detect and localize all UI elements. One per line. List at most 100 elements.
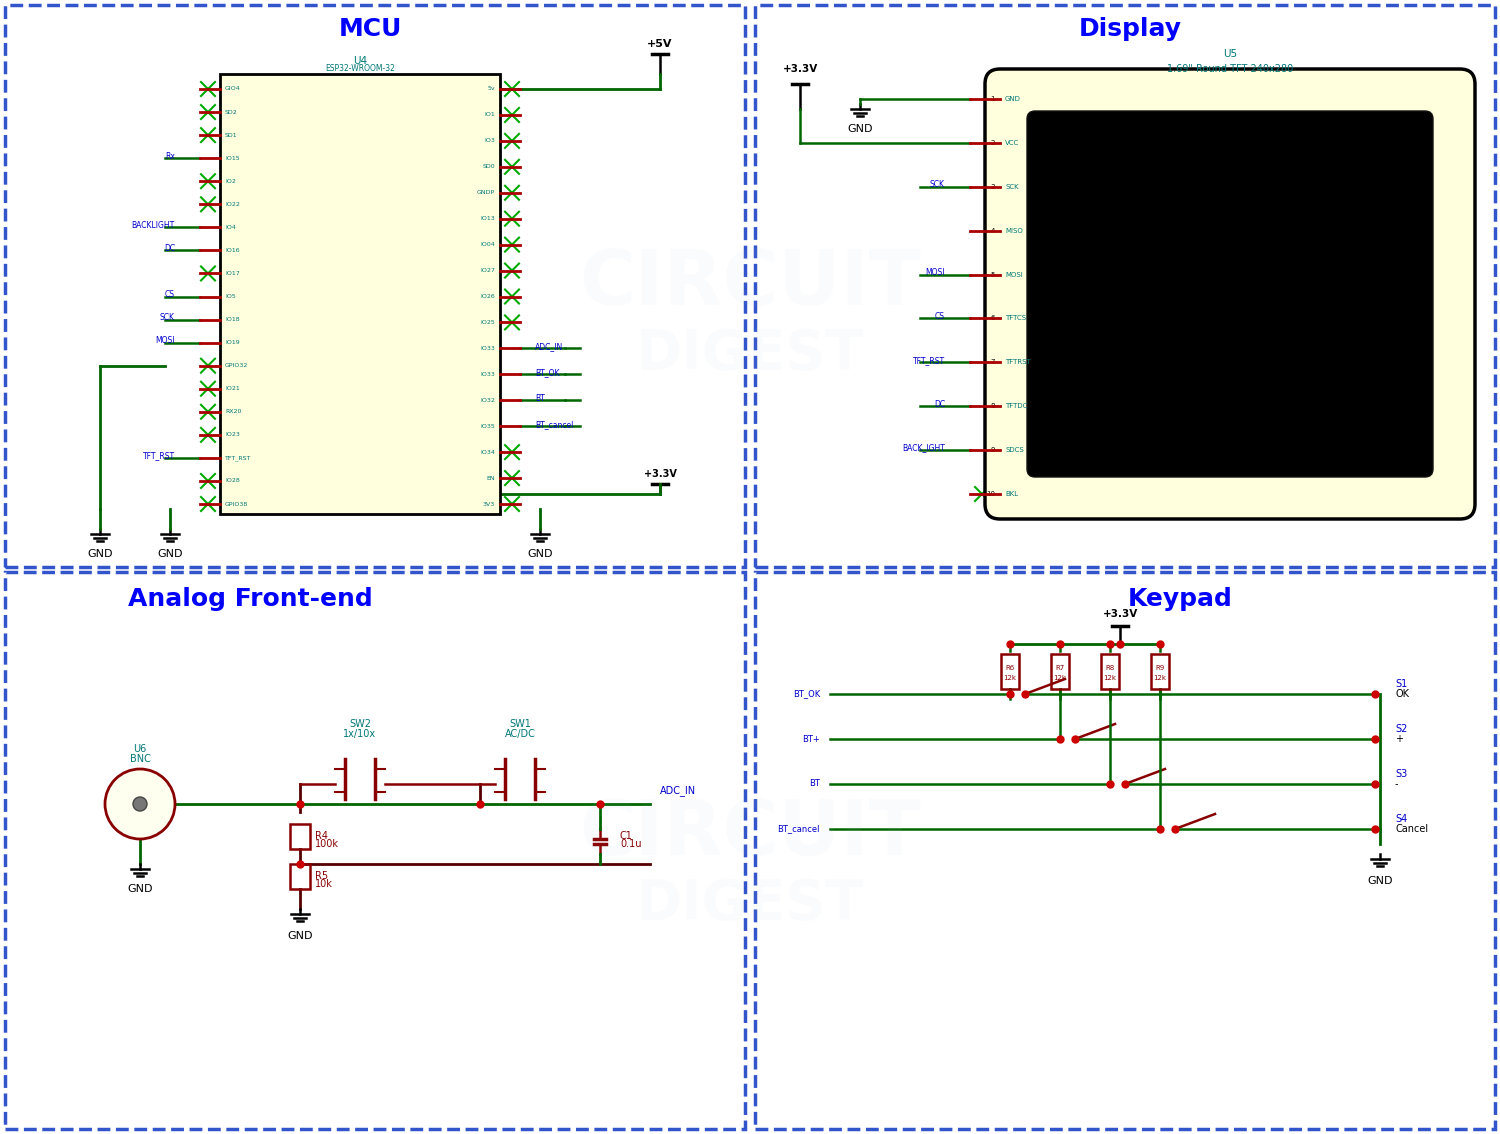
Text: IO23: IO23 bbox=[225, 432, 240, 438]
Text: GND: GND bbox=[158, 549, 183, 559]
Text: R6: R6 bbox=[1005, 666, 1014, 671]
Text: EN: EN bbox=[486, 475, 495, 481]
Text: IO34: IO34 bbox=[480, 449, 495, 455]
Text: RX20: RX20 bbox=[225, 409, 242, 414]
FancyBboxPatch shape bbox=[986, 69, 1474, 519]
Text: IO32: IO32 bbox=[480, 398, 495, 403]
Circle shape bbox=[134, 797, 147, 811]
Text: BT+: BT+ bbox=[802, 735, 820, 744]
Text: VCC: VCC bbox=[1005, 139, 1020, 146]
Text: MOSI: MOSI bbox=[926, 268, 945, 277]
Text: +3.3V: +3.3V bbox=[644, 469, 676, 479]
Text: 9: 9 bbox=[990, 447, 994, 454]
Text: R8: R8 bbox=[1106, 666, 1114, 671]
Text: 3V3: 3V3 bbox=[483, 501, 495, 507]
Text: IO28: IO28 bbox=[225, 479, 240, 483]
Text: ADC_IN: ADC_IN bbox=[536, 341, 564, 350]
Text: IO22: IO22 bbox=[225, 202, 240, 206]
Text: 8: 8 bbox=[990, 404, 994, 409]
Text: GND: GND bbox=[1005, 96, 1022, 102]
Text: MOSI: MOSI bbox=[156, 336, 176, 345]
Text: SW2: SW2 bbox=[350, 719, 370, 729]
Text: IO26: IO26 bbox=[480, 294, 495, 299]
Text: SW1: SW1 bbox=[509, 719, 531, 729]
Text: BT: BT bbox=[808, 779, 820, 788]
Text: MOSI: MOSI bbox=[1005, 271, 1023, 278]
Text: 1: 1 bbox=[990, 96, 994, 102]
Circle shape bbox=[105, 769, 176, 839]
Text: Cancel: Cancel bbox=[1395, 824, 1428, 833]
Text: Analog Front-end: Analog Front-end bbox=[128, 587, 372, 611]
Text: DIGEST: DIGEST bbox=[636, 877, 864, 931]
Text: 4: 4 bbox=[990, 228, 994, 234]
Text: BNC: BNC bbox=[129, 754, 150, 764]
Bar bbox=[290, 824, 310, 849]
Text: TFTCS: TFTCS bbox=[1005, 315, 1026, 321]
Text: SD1: SD1 bbox=[225, 133, 237, 137]
Text: U4: U4 bbox=[352, 56, 368, 66]
Text: MISO: MISO bbox=[1005, 228, 1023, 234]
Text: GNDP: GNDP bbox=[477, 191, 495, 195]
Text: IO3: IO3 bbox=[484, 138, 495, 143]
Text: CS: CS bbox=[165, 290, 176, 299]
Text: -: - bbox=[1395, 779, 1398, 789]
Text: GND: GND bbox=[87, 549, 112, 559]
Text: GND: GND bbox=[847, 124, 873, 134]
Text: 5v: 5v bbox=[488, 86, 495, 92]
Text: BT_cancel: BT_cancel bbox=[777, 824, 820, 833]
Text: U6: U6 bbox=[134, 744, 147, 754]
Text: 12k: 12k bbox=[1154, 675, 1167, 680]
Text: TFT_RST: TFT_RST bbox=[914, 356, 945, 365]
Text: DC: DC bbox=[164, 244, 176, 253]
Text: 1.69" Round TFT 240x280: 1.69" Round TFT 240x280 bbox=[1167, 64, 1293, 74]
Text: IO16: IO16 bbox=[225, 248, 240, 253]
Text: IO33: IO33 bbox=[480, 372, 495, 376]
Text: SCK: SCK bbox=[160, 313, 176, 322]
Text: BT_OK: BT_OK bbox=[792, 689, 820, 699]
Text: 100k: 100k bbox=[315, 839, 339, 849]
Text: TFT_RST: TFT_RST bbox=[225, 455, 252, 460]
Text: U5: U5 bbox=[1222, 49, 1238, 59]
Text: +3.3V: +3.3V bbox=[1102, 609, 1137, 619]
Text: +5V: +5V bbox=[648, 39, 672, 49]
Text: GND: GND bbox=[288, 931, 312, 941]
Text: R5: R5 bbox=[315, 871, 328, 881]
Text: GPIO32: GPIO32 bbox=[225, 363, 249, 369]
Bar bbox=[1000, 654, 1018, 689]
Text: IO19: IO19 bbox=[225, 340, 240, 345]
Text: GPIO38: GPIO38 bbox=[225, 501, 249, 507]
Text: Display: Display bbox=[1078, 17, 1182, 41]
Text: CIRCUIT: CIRCUIT bbox=[579, 797, 921, 871]
Bar bbox=[290, 864, 310, 889]
Text: IO04: IO04 bbox=[480, 243, 495, 247]
Text: AC/DC: AC/DC bbox=[504, 729, 536, 739]
Text: R4: R4 bbox=[315, 831, 328, 841]
Text: 10: 10 bbox=[986, 491, 994, 497]
FancyBboxPatch shape bbox=[1028, 111, 1432, 477]
Text: S4: S4 bbox=[1395, 814, 1407, 824]
Text: BT_OK: BT_OK bbox=[536, 367, 560, 376]
Text: SCK: SCK bbox=[1005, 184, 1019, 189]
Text: IO15: IO15 bbox=[225, 155, 240, 161]
Text: R7: R7 bbox=[1056, 666, 1065, 671]
Text: Keypad: Keypad bbox=[1128, 587, 1233, 611]
Bar bbox=[1052, 654, 1070, 689]
Text: 2: 2 bbox=[990, 139, 994, 146]
Text: ESP32-WROOM-32: ESP32-WROOM-32 bbox=[326, 64, 394, 73]
Text: DC: DC bbox=[934, 399, 945, 408]
Text: BKL: BKL bbox=[1005, 491, 1019, 497]
Text: SDCS: SDCS bbox=[1005, 447, 1023, 454]
Text: IO13: IO13 bbox=[480, 217, 495, 221]
Text: 12k: 12k bbox=[1053, 675, 1066, 680]
Bar bbox=[220, 74, 500, 514]
Text: GND: GND bbox=[128, 885, 153, 894]
Bar bbox=[1101, 654, 1119, 689]
Text: R9: R9 bbox=[1155, 666, 1164, 671]
Text: GND: GND bbox=[1368, 875, 1392, 886]
Text: MCU: MCU bbox=[339, 17, 402, 41]
Text: ADC_IN: ADC_IN bbox=[660, 785, 696, 796]
Text: IO18: IO18 bbox=[225, 318, 240, 322]
Text: TFTDC: TFTDC bbox=[1005, 404, 1028, 409]
Text: S3: S3 bbox=[1395, 769, 1407, 779]
Text: BT: BT bbox=[536, 393, 544, 403]
